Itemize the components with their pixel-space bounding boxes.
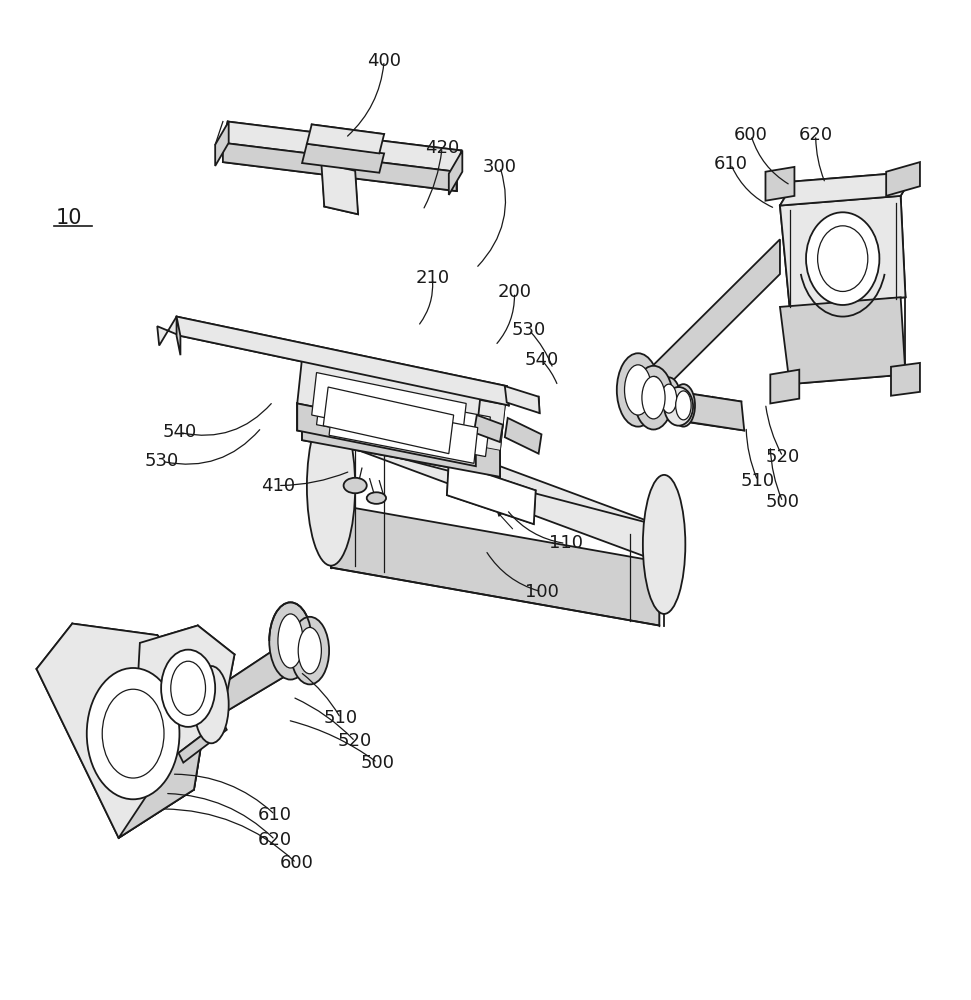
Ellipse shape (617, 353, 659, 427)
Polygon shape (331, 504, 659, 626)
Text: 620: 620 (258, 831, 292, 849)
Text: 510: 510 (323, 709, 357, 727)
Polygon shape (317, 385, 490, 457)
Polygon shape (302, 369, 505, 450)
Polygon shape (780, 172, 915, 206)
Ellipse shape (344, 478, 367, 493)
Polygon shape (331, 405, 664, 562)
Polygon shape (505, 418, 542, 454)
Polygon shape (323, 387, 453, 454)
Text: 610: 610 (714, 155, 748, 173)
Polygon shape (770, 370, 799, 403)
Ellipse shape (661, 384, 677, 413)
Ellipse shape (278, 614, 303, 668)
Text: 210: 210 (416, 269, 450, 287)
Polygon shape (223, 143, 456, 191)
Polygon shape (135, 626, 234, 753)
Text: 410: 410 (261, 477, 295, 495)
Ellipse shape (818, 226, 868, 291)
Polygon shape (302, 144, 385, 173)
Text: 500: 500 (766, 493, 800, 511)
Polygon shape (679, 392, 744, 430)
Text: 530: 530 (145, 452, 180, 470)
Polygon shape (891, 363, 920, 396)
Ellipse shape (672, 384, 695, 427)
Ellipse shape (367, 492, 386, 504)
Polygon shape (216, 122, 229, 166)
Ellipse shape (194, 666, 229, 743)
Polygon shape (640, 239, 780, 413)
Ellipse shape (676, 391, 691, 420)
Polygon shape (780, 297, 906, 384)
Ellipse shape (290, 617, 329, 684)
Polygon shape (223, 122, 461, 172)
Text: 610: 610 (258, 806, 292, 824)
Ellipse shape (307, 407, 355, 566)
Ellipse shape (298, 627, 321, 674)
Ellipse shape (806, 212, 880, 305)
Text: 110: 110 (549, 534, 583, 552)
Ellipse shape (86, 668, 180, 799)
Ellipse shape (642, 376, 665, 419)
Ellipse shape (161, 650, 216, 727)
Polygon shape (474, 415, 503, 442)
Polygon shape (321, 163, 358, 214)
Text: 100: 100 (524, 583, 558, 601)
Polygon shape (887, 162, 920, 196)
Ellipse shape (269, 602, 312, 680)
Polygon shape (312, 373, 466, 446)
Ellipse shape (664, 387, 693, 426)
Polygon shape (297, 403, 476, 466)
Ellipse shape (102, 689, 164, 778)
Polygon shape (449, 151, 462, 195)
Text: 620: 620 (798, 126, 833, 144)
Text: 510: 510 (741, 472, 775, 490)
Polygon shape (179, 720, 227, 763)
Polygon shape (505, 386, 540, 413)
Polygon shape (302, 369, 505, 450)
Polygon shape (118, 688, 214, 838)
Text: 600: 600 (734, 126, 768, 144)
Polygon shape (307, 124, 385, 153)
Ellipse shape (643, 475, 686, 614)
Text: 520: 520 (766, 448, 800, 466)
Text: 540: 540 (162, 423, 196, 441)
Text: 540: 540 (524, 351, 558, 369)
Polygon shape (297, 358, 481, 439)
Polygon shape (37, 624, 211, 838)
Polygon shape (214, 631, 302, 719)
Text: 500: 500 (360, 754, 394, 772)
Polygon shape (780, 196, 906, 307)
Ellipse shape (657, 377, 681, 420)
Polygon shape (765, 167, 794, 201)
Polygon shape (447, 461, 536, 524)
Text: 200: 200 (497, 283, 531, 301)
Text: 420: 420 (425, 139, 459, 157)
Ellipse shape (171, 661, 206, 715)
Polygon shape (157, 317, 509, 405)
Text: 520: 520 (338, 732, 372, 750)
Text: 10: 10 (56, 208, 83, 228)
Text: 300: 300 (483, 158, 517, 176)
Ellipse shape (634, 366, 673, 430)
Polygon shape (177, 317, 181, 355)
Ellipse shape (647, 376, 662, 405)
Ellipse shape (643, 370, 666, 412)
Text: 400: 400 (367, 52, 401, 70)
Polygon shape (302, 413, 500, 477)
Polygon shape (329, 400, 478, 463)
Text: 530: 530 (512, 321, 546, 339)
Text: 600: 600 (280, 854, 314, 872)
Ellipse shape (624, 365, 652, 415)
